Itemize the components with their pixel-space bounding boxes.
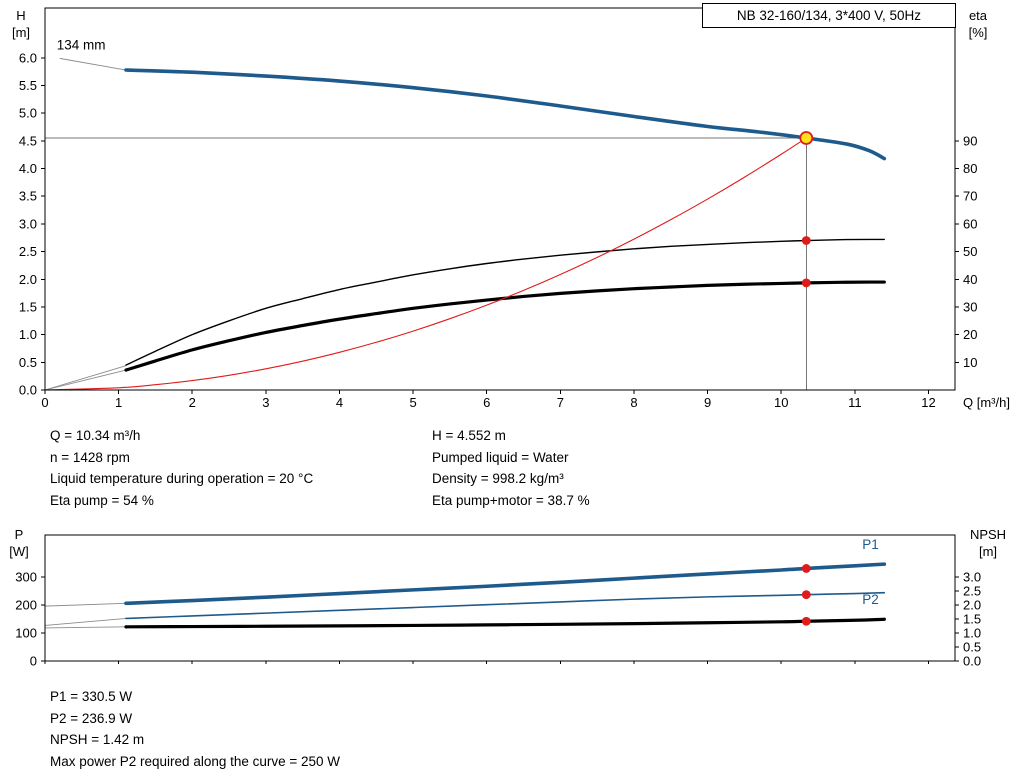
svg-text:0: 0: [41, 395, 48, 410]
svg-text:5.0: 5.0: [19, 106, 37, 121]
svg-text:30: 30: [963, 299, 977, 314]
svg-text:90: 90: [963, 133, 977, 148]
svg-text:134 mm: 134 mm: [57, 38, 106, 53]
svg-text:0.5: 0.5: [19, 355, 37, 370]
svg-text:12: 12: [921, 395, 935, 410]
svg-text:3: 3: [262, 395, 269, 410]
svg-text:P: P: [15, 527, 24, 542]
svg-text:NPSH: NPSH: [970, 527, 1006, 542]
svg-text:2.0: 2.0: [963, 598, 981, 613]
max-power-text: Max power P2 required along the curve = …: [50, 753, 341, 769]
svg-text:40: 40: [963, 272, 977, 287]
svg-text:10: 10: [774, 395, 788, 410]
svg-text:4.0: 4.0: [19, 161, 37, 176]
npsh-value-text: NPSH = 1.42 m: [50, 732, 145, 747]
svg-text:2.0: 2.0: [19, 272, 37, 287]
svg-text:0.0: 0.0: [963, 654, 981, 669]
svg-text:9: 9: [704, 395, 711, 410]
svg-text:2: 2: [189, 395, 196, 410]
flow-value-text: Q = 10.34 m³/h: [50, 428, 141, 443]
svg-text:P1: P1: [862, 537, 879, 552]
svg-text:eta: eta: [969, 8, 988, 23]
svg-text:[m]: [m]: [12, 25, 30, 40]
pumped-liquid-text: Pumped liquid = Water: [432, 449, 569, 465]
svg-text:5.5: 5.5: [19, 78, 37, 93]
svg-text:6.0: 6.0: [19, 50, 37, 65]
speed-value-text: n = 1428 rpm: [50, 449, 130, 465]
svg-text:3.0: 3.0: [963, 570, 981, 585]
svg-text:20: 20: [963, 327, 977, 342]
svg-text:4.5: 4.5: [19, 133, 37, 148]
svg-text:0: 0: [30, 654, 37, 669]
svg-text:1.5: 1.5: [963, 612, 981, 627]
pump-model-title: NB 32-160/134, 3*400 V, 50Hz: [702, 3, 956, 28]
svg-text:[%]: [%]: [969, 25, 988, 40]
svg-text:P2: P2: [862, 592, 879, 607]
svg-text:3.5: 3.5: [19, 189, 37, 204]
head-value-text: H = 4.552 m: [432, 428, 506, 443]
eta-pump-motor-text: Eta pump+motor = 38.7 %: [432, 492, 590, 508]
svg-text:0.5: 0.5: [963, 640, 981, 655]
svg-text:300: 300: [15, 570, 37, 585]
power-npsh-chart: 0 100 200 300 0.00.51.01.52.02.53.0 P [W] NPSH […: [9, 527, 1006, 669]
svg-text:1.0: 1.0: [19, 327, 37, 342]
svg-text:100: 100: [15, 626, 37, 641]
svg-text:11: 11: [848, 395, 862, 410]
duty-info-right-column: H = 4.552 m Pumped liquid = Water Densit…: [432, 425, 590, 511]
svg-text:2.5: 2.5: [963, 584, 981, 599]
svg-text:6: 6: [483, 395, 490, 410]
svg-text:1.5: 1.5: [19, 299, 37, 314]
liquid-temp-text: Liquid temperature during operation = 20…: [50, 471, 314, 486]
p2-value-text: P2 = 236.9 W: [50, 710, 133, 726]
svg-text:0.0: 0.0: [19, 383, 37, 398]
eta-pump-text: Eta pump = 54 %: [50, 492, 154, 508]
svg-text:10: 10: [963, 355, 977, 370]
svg-text:2.5: 2.5: [19, 244, 37, 259]
density-value-text: Density = 998.2 kg/m³: [432, 471, 564, 486]
svg-text:8: 8: [630, 395, 637, 410]
svg-text:[m]: [m]: [979, 544, 997, 559]
svg-text:H: H: [16, 8, 25, 23]
duty-info-left-column: Q = 10.34 m³/h n = 1428 rpm Liquid tempe…: [50, 425, 313, 511]
power-info-column: P1 = 330.5 W P2 = 236.9 W NPSH = 1.42 m …: [50, 686, 340, 772]
svg-text:50: 50: [963, 244, 977, 259]
svg-text:5: 5: [410, 395, 417, 410]
svg-text:4: 4: [336, 395, 343, 410]
svg-text:1: 1: [115, 395, 122, 410]
svg-text:60: 60: [963, 216, 977, 231]
svg-text:[W]: [W]: [9, 544, 29, 559]
svg-text:3.0: 3.0: [19, 216, 37, 231]
svg-text:200: 200: [15, 598, 37, 613]
svg-text:80: 80: [963, 161, 977, 176]
svg-text:70: 70: [963, 189, 977, 204]
p1-value-text: P1 = 330.5 W: [50, 689, 133, 704]
svg-text:1.0: 1.0: [963, 626, 981, 641]
hq-eta-chart: 0 1 2 3 4 5 6 7 8 9 10 11 120.00.51.01.52.02.53.03.5…: [12, 7, 1010, 410]
svg-text:7: 7: [557, 395, 564, 410]
svg-text:Q [m³/h]: Q [m³/h]: [963, 395, 1010, 410]
